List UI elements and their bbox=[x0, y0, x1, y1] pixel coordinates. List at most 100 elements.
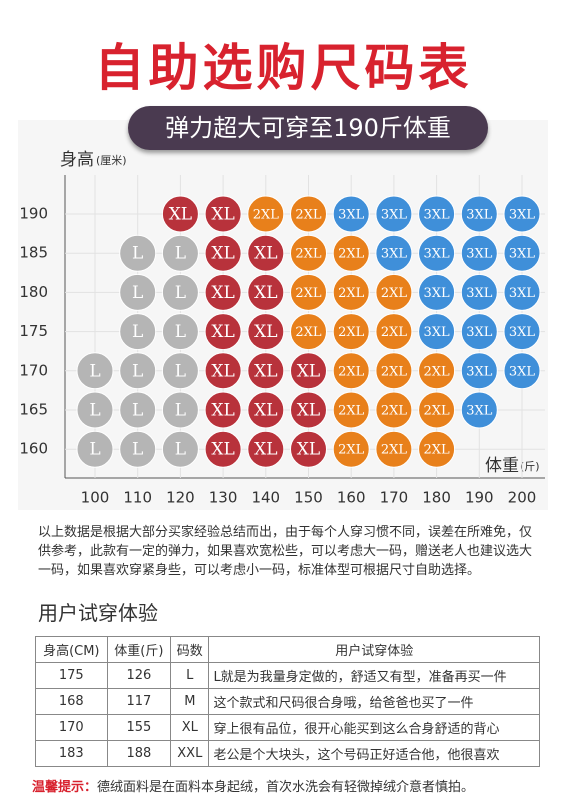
size-label: 3XL bbox=[466, 325, 493, 340]
size-dot bbox=[204, 195, 242, 233]
size-dot bbox=[503, 313, 541, 351]
size-dot bbox=[161, 313, 199, 351]
size-label: XL bbox=[211, 440, 234, 460]
size-dot bbox=[119, 391, 157, 429]
size-dot bbox=[503, 195, 541, 233]
size-dot bbox=[418, 273, 456, 311]
cell: XXL bbox=[170, 740, 210, 767]
size-dot bbox=[247, 391, 285, 429]
size-dot bbox=[76, 391, 114, 429]
size-label: L bbox=[132, 322, 143, 342]
x-tick-label: 100 bbox=[81, 489, 110, 507]
size-chart: 身高 (厘米) 体重 (斤) 190 185 180 175 170 165 160 100 1… bbox=[19, 150, 545, 507]
cell: 码数 bbox=[170, 636, 210, 663]
size-dot bbox=[332, 391, 370, 429]
size-label: L bbox=[175, 361, 186, 381]
size-label: L bbox=[175, 322, 186, 342]
size-dot bbox=[247, 195, 285, 233]
size-label: L bbox=[132, 361, 143, 381]
size-label: 2XL bbox=[424, 364, 451, 379]
size-dot bbox=[119, 273, 157, 311]
y-tick-label: 170 bbox=[19, 361, 48, 379]
y-tick-label: 190 bbox=[19, 205, 48, 223]
size-label: 3XL bbox=[509, 325, 536, 340]
size-dot bbox=[204, 234, 242, 272]
size-label: XL bbox=[254, 401, 277, 421]
size-dot bbox=[161, 352, 199, 390]
size-dot bbox=[247, 352, 285, 390]
size-dot bbox=[375, 195, 413, 233]
size-dot bbox=[460, 352, 498, 390]
y-axis-unit: (厘米) bbox=[96, 154, 127, 167]
cell: 用户试穿体验 bbox=[208, 636, 540, 663]
size-label: 2XL bbox=[381, 286, 408, 301]
size-dot bbox=[332, 430, 370, 468]
size-dot bbox=[332, 195, 370, 233]
size-label: XL bbox=[211, 322, 234, 342]
size-label: 2XL bbox=[338, 364, 365, 379]
size-dot bbox=[247, 430, 285, 468]
size-dot bbox=[332, 352, 370, 390]
size-label: 2XL bbox=[253, 208, 280, 223]
size-dot bbox=[76, 352, 114, 390]
size-label: 2XL bbox=[381, 325, 408, 340]
size-dot bbox=[204, 430, 242, 468]
size-label: 3XL bbox=[424, 247, 451, 262]
size-dot bbox=[161, 195, 199, 233]
y-tick-label: 165 bbox=[19, 401, 48, 419]
size-label: 3XL bbox=[509, 364, 536, 379]
size-label: 3XL bbox=[509, 247, 536, 262]
size-label: 2XL bbox=[338, 404, 365, 419]
size-label: L bbox=[175, 440, 186, 460]
size-label: L bbox=[132, 244, 143, 264]
size-dot bbox=[375, 313, 413, 351]
section-title: 用户试穿体验 bbox=[38, 601, 158, 625]
size-label: 2XL bbox=[295, 208, 322, 223]
size-dot bbox=[503, 234, 541, 272]
x-tick-label: 200 bbox=[508, 489, 537, 507]
size-label: L bbox=[132, 440, 143, 460]
size-dot bbox=[204, 352, 242, 390]
cell: 体重(斤) bbox=[106, 636, 172, 663]
size-label: 2XL bbox=[338, 443, 365, 458]
size-label: 3XL bbox=[466, 286, 493, 301]
size-dot bbox=[161, 430, 199, 468]
size-dot bbox=[247, 234, 285, 272]
size-dot bbox=[460, 195, 498, 233]
note: 以上数据是根据大部分买家经验总结而出，由于每个人穿习惯不同，误差在所难免，仅供参… bbox=[38, 525, 533, 578]
table-header: 身高(CM) 体重(斤) 码数 用户试穿体验 bbox=[35, 636, 540, 663]
size-dot bbox=[460, 234, 498, 272]
size-label: XL bbox=[211, 283, 234, 303]
size-dot bbox=[290, 195, 327, 233]
size-label: L bbox=[175, 283, 186, 303]
size-label: XL bbox=[254, 322, 277, 342]
size-dot bbox=[375, 273, 413, 311]
size-dot bbox=[247, 273, 285, 311]
size-label: 3XL bbox=[381, 247, 408, 262]
size-dot bbox=[76, 430, 114, 468]
size-dot bbox=[418, 234, 456, 272]
size-dot bbox=[460, 391, 498, 429]
size-dot bbox=[375, 430, 413, 468]
size-label: XL bbox=[211, 205, 234, 225]
size-label: 3XL bbox=[466, 364, 493, 379]
size-label: XL bbox=[211, 361, 234, 381]
size-label: 2XL bbox=[338, 247, 365, 262]
size-label: 3XL bbox=[381, 208, 408, 223]
size-label: 2XL bbox=[381, 443, 408, 458]
footer-label: 温馨提示： bbox=[32, 780, 98, 795]
size-label: L bbox=[89, 361, 100, 381]
size-dot bbox=[290, 234, 327, 272]
cell: 老公是个大块头，这个号码正好适合他，他很喜欢 bbox=[208, 740, 540, 767]
size-dot bbox=[119, 313, 157, 351]
x-axis-unit: (斤) bbox=[520, 460, 540, 473]
x-tick-label: 110 bbox=[123, 489, 152, 507]
y-axis-label: 身高 bbox=[60, 150, 94, 170]
x-tick-label: 120 bbox=[166, 489, 195, 507]
size-label: 3XL bbox=[466, 247, 493, 262]
cell: 155 bbox=[106, 714, 172, 741]
size-label: 2XL bbox=[424, 443, 451, 458]
size-label: 3XL bbox=[509, 286, 536, 301]
x-tick-label: 150 bbox=[294, 489, 323, 507]
